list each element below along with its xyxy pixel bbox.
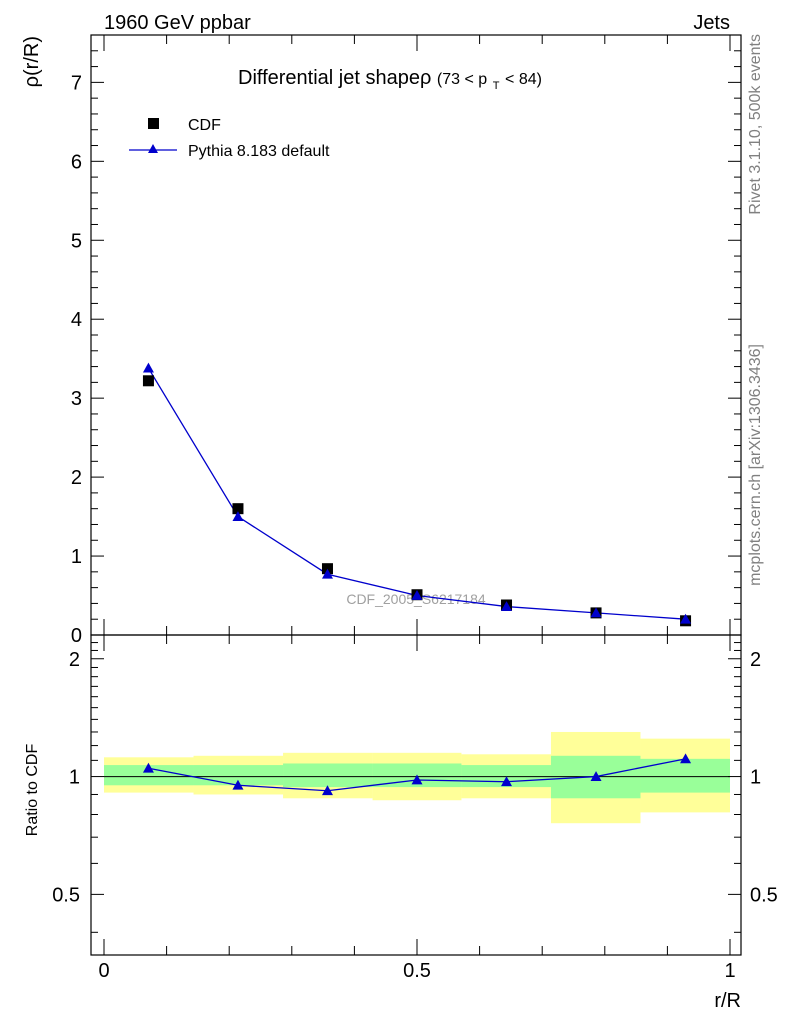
ratio-data-point	[411, 774, 423, 785]
legend-pythia-marker	[148, 144, 158, 153]
chart-title: Differential jet shapeρ (73 < p T < 84)	[238, 67, 542, 94]
chart-title-range-suffix: < 84)	[505, 71, 542, 88]
pythia-data-point	[411, 590, 423, 600]
ratio-band-green	[640, 758, 730, 793]
ratio-plot-frame	[90, 634, 742, 956]
pythia-data-point	[321, 568, 333, 579]
main-marks	[142, 362, 692, 627]
main-ytick-labels: 0 1 2 3 4 5 6 7	[71, 72, 82, 647]
xtick-label: 0.5	[403, 960, 431, 982]
cdf-data-point	[321, 563, 333, 575]
legend: CDF Pythia 8.183 default	[129, 117, 330, 160]
chart-title-range-sub: T	[493, 80, 500, 92]
cdf-data-point	[232, 503, 244, 515]
ratio-ytick-label-right: 1	[750, 767, 761, 789]
ratio-data-point	[680, 753, 692, 764]
main-y-axis-label: ρ(r/R)	[21, 36, 43, 87]
ratio-ytick-label-right: 2	[750, 649, 761, 671]
ratio-data-point	[590, 771, 602, 781]
ratio-band-green	[104, 765, 194, 786]
pythia-data-point	[232, 511, 244, 521]
pythia-data-point	[590, 607, 602, 618]
legend-pythia-label: Pythia 8.183 default	[188, 143, 330, 160]
ratio-ytick-label-right: 0.5	[750, 884, 778, 906]
header-category: Jets	[693, 12, 730, 34]
ratio-data-point	[321, 785, 333, 796]
ratio-marks	[142, 753, 692, 796]
main-ytick-label: 6	[71, 151, 82, 173]
ratio-ytick-label-left: 0.5	[52, 884, 80, 906]
cdf-data-point	[142, 375, 154, 387]
ratio-data-point	[142, 762, 154, 773]
ratio-data-point	[232, 779, 244, 790]
main-ytick-label: 7	[71, 72, 82, 94]
main-ytick-label: 3	[71, 388, 82, 410]
chart-title-range-prefix: (73 < p	[437, 71, 487, 88]
pythia-line	[147, 367, 686, 620]
main-ytick-label: 4	[71, 309, 82, 331]
ratio-ytick-label-left: 2	[69, 649, 80, 671]
ratio-xtick-labels: 0 0.5 1	[98, 960, 735, 982]
main-ytick-label: 2	[71, 467, 82, 489]
legend-cdf-label: CDF	[188, 117, 221, 134]
main-ytick-label: 5	[71, 230, 82, 252]
rivet-label: Rivet 3.1.10, 500k events	[747, 34, 764, 215]
ratio-ticks	[91, 635, 741, 955]
ratio-band-green	[193, 765, 284, 786]
xtick-label: 0	[98, 960, 109, 982]
pythia-data-point	[501, 601, 513, 611]
ratio-band-green	[283, 763, 373, 788]
ratio-ytick-labels: 0.5 0.5 1 1 2 2	[52, 649, 778, 907]
chart-title-main: Differential jet shapeρ	[238, 67, 431, 89]
legend-cdf-marker	[148, 118, 159, 129]
pythia-data-point	[680, 613, 692, 624]
ratio-ytick-label-left: 1	[69, 767, 80, 789]
ratio-y-axis-label: Ratio to CDF	[24, 744, 41, 837]
ratio-data-point	[501, 776, 513, 787]
ratio-panel: 0.5 0.51 12 2 0 0.5 1 Ratio to CDF r/R	[24, 634, 778, 1012]
mcplots-label: mcplots.cern.ch [arXiv:1306.3436]	[747, 344, 764, 586]
header-energy: 1960 GeV ppbar	[104, 12, 251, 34]
pythia-data-point	[142, 362, 154, 373]
xtick-label: 1	[724, 960, 735, 982]
main-ticks	[91, 34, 741, 636]
main-ytick-label: 0	[71, 625, 82, 647]
x-axis-label: r/R	[714, 990, 741, 1012]
main-ytick-label: 1	[71, 546, 82, 568]
